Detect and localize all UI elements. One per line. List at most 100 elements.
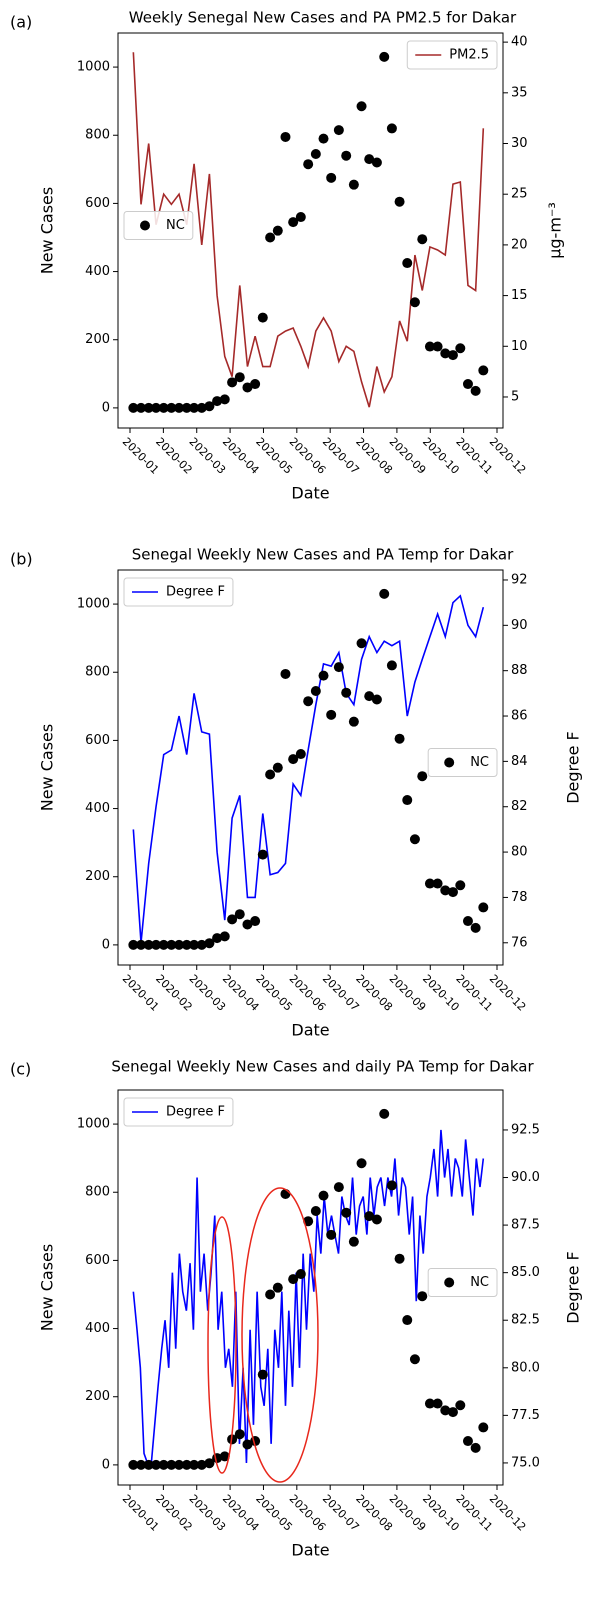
y2-tick-label: 86: [511, 709, 528, 724]
data-point: [181, 402, 192, 413]
chart-title: Weekly Senegal New Cases and PA PM2.5 fo…: [129, 9, 517, 27]
data-point: [212, 933, 223, 944]
y2-tick-label: 5: [511, 389, 519, 404]
y2-tick-label: 85.0: [511, 1265, 540, 1280]
chart-title: Senegal Weekly New Cases and PA Temp for…: [132, 546, 514, 564]
legend-label: Degree F: [166, 1105, 225, 1120]
data-point: [371, 694, 382, 705]
y2-axis-label: Degree F: [564, 1251, 583, 1324]
data-point: [348, 1236, 359, 1247]
legend-swatch: [444, 757, 455, 768]
y-tick-label: 1000: [77, 60, 110, 75]
data-point: [371, 1214, 382, 1225]
data-point: [440, 348, 451, 359]
data-point: [348, 179, 359, 190]
data-point: [189, 402, 200, 413]
y2-tick-label: 35: [511, 85, 528, 100]
data-point: [242, 919, 253, 930]
legend-label: NC: [166, 218, 185, 233]
data-point: [333, 125, 344, 136]
data-point: [272, 1282, 283, 1293]
data-point: [219, 394, 230, 405]
x-axis-label: Date: [291, 1541, 329, 1560]
data-point: [333, 1182, 344, 1193]
legend-box: [427, 748, 498, 777]
legend-box: [406, 40, 498, 70]
data-point: [189, 1459, 200, 1470]
data-point: [386, 1180, 397, 1191]
y-tick-label: 800: [85, 128, 110, 143]
y-tick-label: 400: [85, 264, 110, 279]
data-point: [151, 402, 162, 413]
panel: (a) Weekly Senegal New Cases and PA PM2.5…: [10, 9, 565, 503]
data-point: [303, 1216, 314, 1227]
y2-tick-label: 90: [511, 618, 528, 633]
data-point: [280, 668, 291, 679]
data-point: [455, 343, 466, 354]
legend: NC: [123, 211, 194, 240]
panel: (c) Senegal Weekly New Cases and daily PA…: [10, 1058, 583, 1560]
data-point: [234, 1429, 245, 1440]
data-point: [379, 1108, 390, 1119]
data-point: [371, 157, 382, 168]
data-point: [341, 150, 352, 161]
data-point: [394, 1253, 405, 1264]
y2-tick-label: 92: [511, 572, 528, 587]
data-point: [265, 232, 276, 243]
data-point: [204, 401, 215, 412]
data-point: [402, 795, 413, 806]
data-point: [409, 1354, 420, 1365]
x-tick-label: 2020-12: [487, 435, 529, 477]
panel: (b) Senegal Weekly New Cases and PA Temp …: [10, 546, 583, 1040]
data-point: [478, 365, 489, 376]
data-point: [417, 771, 428, 782]
y-tick-label: 600: [85, 733, 110, 748]
legend-box: [123, 577, 234, 607]
data-point: [402, 1315, 413, 1326]
data-point: [128, 1459, 139, 1470]
data-point: [280, 1188, 291, 1199]
data-point: [326, 709, 337, 720]
y2-tick-label: 88: [511, 663, 528, 678]
data-point: [417, 1291, 428, 1302]
y-tick-label: 1000: [77, 597, 110, 612]
data-point: [333, 662, 344, 673]
data-point: [136, 1459, 147, 1470]
data-point: [242, 382, 253, 393]
y-tick-label: 0: [102, 1457, 110, 1472]
data-point: [196, 1459, 207, 1470]
y-tick-label: 800: [85, 1185, 110, 1200]
data-point: [257, 312, 268, 323]
legend-label: NC: [470, 1275, 489, 1290]
y-axis-label: New Cases: [38, 724, 57, 811]
y2-tick-label: 90.0: [511, 1170, 540, 1185]
data-point: [356, 638, 367, 649]
data-point: [310, 1205, 321, 1216]
data-point: [181, 1459, 192, 1470]
data-point: [303, 696, 314, 707]
data-point: [196, 939, 207, 950]
y2-tick-label: 87.5: [511, 1218, 540, 1233]
data-point: [295, 749, 306, 760]
data-point: [394, 733, 405, 744]
data-point: [204, 938, 215, 949]
data-point: [470, 385, 481, 396]
y-axis-label: New Cases: [38, 1244, 57, 1331]
data-point: [265, 769, 276, 780]
data-point: [341, 687, 352, 698]
data-point: [348, 716, 359, 727]
plot-frame: [117, 32, 504, 429]
data-point: [341, 1207, 352, 1218]
data-point: [128, 939, 139, 950]
data-point: [462, 1436, 473, 1447]
chart-title: Senegal Weekly New Cases and daily PA Te…: [111, 1058, 534, 1076]
data-point: [432, 1398, 443, 1409]
data-point: [280, 131, 291, 142]
data-point: [364, 1211, 375, 1222]
legend-label: Degree F: [166, 585, 225, 600]
data-point: [394, 196, 405, 207]
legend-swatch: [444, 1277, 455, 1288]
data-point: [128, 402, 139, 413]
y2-tick-label: 30: [511, 136, 528, 151]
panel-label: (b): [10, 550, 33, 569]
